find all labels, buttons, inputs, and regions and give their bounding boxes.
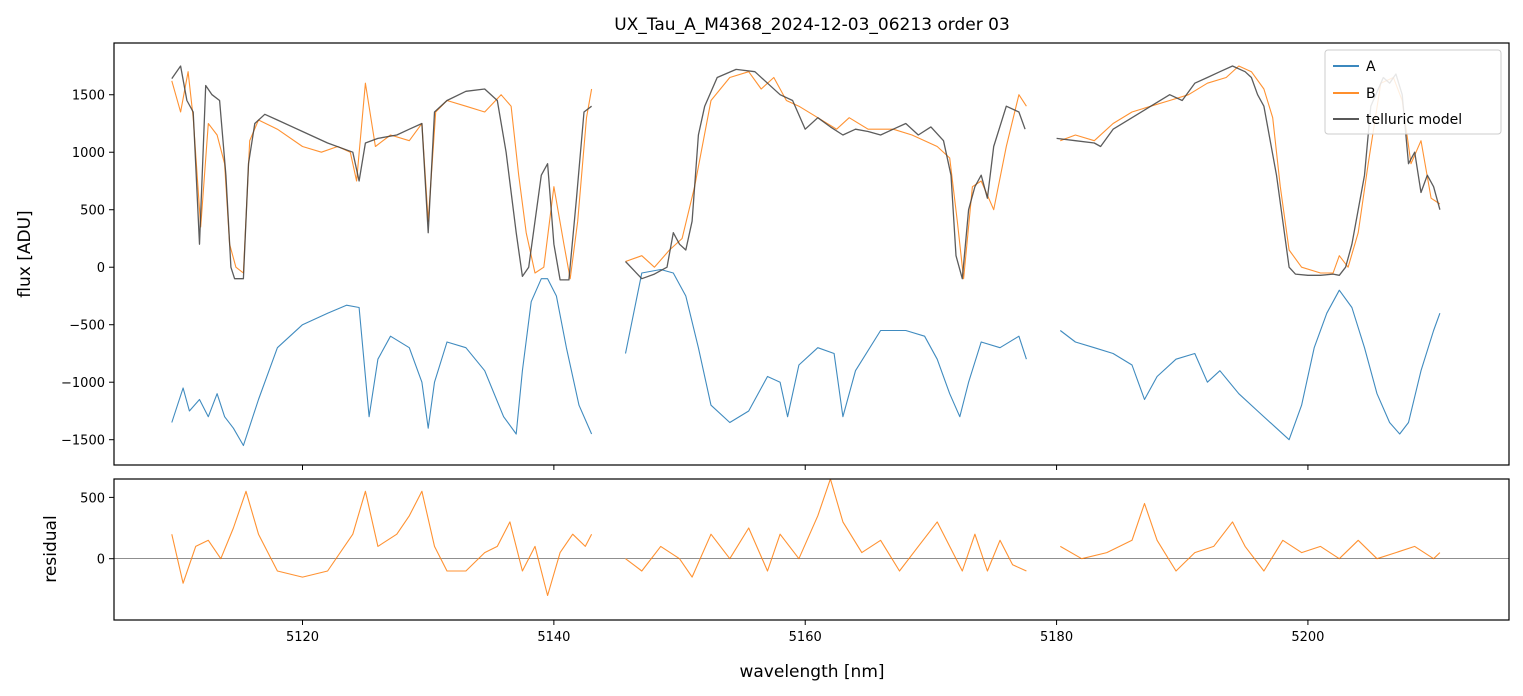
x-tick-label: 5140 — [537, 630, 570, 645]
main-y-axis-label: flux [ADU] — [15, 210, 35, 297]
y-tick-label: −1000 — [61, 376, 105, 391]
x-axis-label: wavelength [nm] — [739, 662, 884, 682]
y-tick-label: 1000 — [72, 146, 105, 161]
series-line-telluric-model — [625, 68, 1026, 280]
legend-label-telluric-model: telluric model — [1366, 112, 1462, 128]
y-tick-label: 0 — [97, 261, 105, 276]
series-line-b — [171, 71, 593, 280]
main-series-group — [171, 65, 1441, 447]
main-panel: −1500 −1000 −500 0 500 1000 1500 flux [ADU] — [15, 42, 1510, 470]
series-line-b — [171, 490, 593, 597]
residual-plot-frame — [113, 478, 1510, 621]
series-line-b — [625, 71, 1027, 280]
series-line-a — [1059, 289, 1441, 441]
main-x-ticks — [302, 465, 1309, 470]
residual-y-ticks: 0 500 — [80, 491, 114, 568]
series-line-a — [171, 278, 593, 447]
chart-title: UX_Tau_A_M4368_2024-12-03_06213 order 03 — [614, 15, 1010, 35]
y-tick-label: 500 — [80, 204, 105, 219]
series-line-a — [624, 268, 1027, 424]
series-line-b — [1060, 502, 1441, 572]
y-tick-label: −500 — [69, 319, 105, 334]
y-tick-label: 500 — [80, 491, 105, 506]
series-line-telluric-model — [171, 65, 592, 281]
legend-label-a: A — [1366, 59, 1376, 75]
y-tick-label: −1500 — [61, 434, 105, 449]
x-tick-label: 5200 — [1291, 630, 1324, 645]
legend-box — [1324, 49, 1502, 135]
series-line-b — [625, 479, 1027, 578]
residual-panel: 0 500 5120 5140 5160 5180 5200 residual wavel… — [41, 478, 1510, 682]
main-plot-frame — [113, 42, 1510, 466]
x-tick-label: 5120 — [286, 630, 319, 645]
legend-label-b: B — [1366, 86, 1376, 102]
x-tick-label: 5180 — [1040, 630, 1073, 645]
legend: A B telluric model — [1324, 49, 1502, 135]
main-y-ticks: −1500 −1000 −500 0 500 1000 1500 — [61, 89, 114, 449]
y-tick-label: 1500 — [72, 89, 105, 104]
residual-y-axis-label: residual — [41, 515, 61, 582]
residual-series-group — [114, 479, 1509, 597]
x-tick-label: 5160 — [789, 630, 822, 645]
y-tick-label: 0 — [97, 553, 105, 568]
residual-x-ticks: 5120 5140 5160 5180 5200 — [286, 620, 1324, 645]
